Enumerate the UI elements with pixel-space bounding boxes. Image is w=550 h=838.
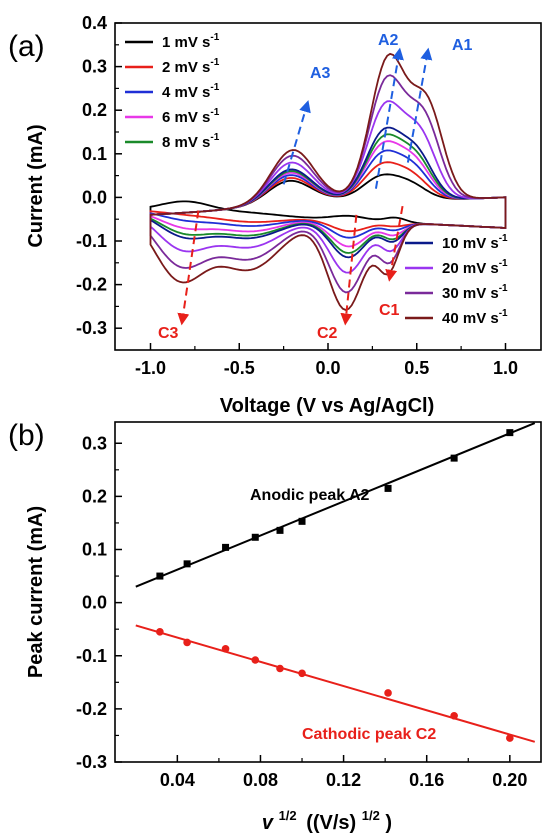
- y-tick-label-b-2: -0.1: [76, 646, 107, 666]
- data-point-cathodic-peak-c2: [384, 689, 392, 697]
- legend-label-6-mV-s: 6 mV s-1: [162, 107, 220, 126]
- y-tick-label-a-2: -0.1: [76, 231, 107, 251]
- legend-label-40-mV-s: 40 mV s-1: [442, 308, 508, 327]
- y-tick-label-a-1: -0.2: [76, 275, 107, 295]
- panel-b-x-axis-unit: ((V/s): [306, 812, 356, 834]
- y-tick-label-a-4: 0.1: [82, 144, 107, 164]
- y-tick-label-a-0: -0.3: [76, 318, 107, 338]
- y-tick-label-b-6: 0.3: [82, 433, 107, 453]
- data-point-anodic-peak-a2: [156, 572, 164, 580]
- anodic-arrow-A3: [282, 100, 311, 185]
- panel-b-x-axis-close: ): [385, 812, 392, 834]
- legend-label-20-mV-s: 20 mV s-1: [442, 258, 508, 277]
- y-tick-label-b-1: -0.2: [76, 699, 107, 719]
- x-tick-label-a-4: 1.0: [493, 358, 518, 378]
- series-label-anodic: Anodic peak A2: [250, 487, 370, 504]
- y-tick-label-a-5: 0.2: [82, 100, 107, 120]
- data-point-anodic-peak-a2: [298, 517, 306, 525]
- data-point-cathodic-peak-c2: [506, 734, 514, 742]
- data-point-anodic-peak-a2: [384, 484, 392, 492]
- panel-b-x-axis-symbol: v: [262, 812, 275, 834]
- panel-a-curves: [149, 52, 507, 311]
- data-point-cathodic-peak-c2: [276, 664, 284, 673]
- panel-b-peak-current-chart: (b) Peak current (mA) v 1/2 ((V/s) 1/2 )…: [8, 419, 542, 834]
- data-point-cathodic-peak-c2: [221, 645, 230, 653]
- panel-b-x-axis-unit-exponent: 1/2: [362, 808, 380, 823]
- x-tick-label-b-4: 0.20: [492, 770, 527, 790]
- cathodic-arrow-C1: [385, 205, 404, 282]
- panel-a-x-axis-label: Voltage (V vs Ag/AgCl): [220, 395, 434, 417]
- data-point-anodic-peak-a2: [276, 526, 284, 534]
- anodic-arrow-A2: [374, 47, 404, 189]
- fit-line-cathodic-peak-c2: [135, 624, 536, 743]
- anodic-label-A2: A2: [378, 32, 399, 49]
- panel-a-cv-chart: (a) Current (mA) Voltage (V vs Ag/AgCl) …: [8, 13, 542, 417]
- y-tick-label-b-3: 0.0: [82, 593, 107, 613]
- x-tick-label-a-3: 0.5: [404, 358, 429, 378]
- anodic-label-A1: A1: [452, 37, 473, 54]
- cathodic-arrow-C3: [177, 210, 200, 326]
- cathodic-arrow-C2: [340, 214, 358, 326]
- x-tick-label-b-0: 0.04: [160, 770, 195, 790]
- series-label-cathodic: Cathodic peak C2: [302, 726, 436, 743]
- anodic-arrow-A1: [406, 47, 433, 163]
- cathodic-label-C3: C3: [158, 325, 179, 342]
- data-point-anodic-peak-a2: [222, 543, 230, 551]
- fit-line-anodic-peak-a2: [135, 422, 536, 588]
- panel-b-plot: Anodic peak A2 Cathodic peak C2: [135, 422, 536, 743]
- legend-label-10-mV-s: 10 mV s-1: [442, 233, 508, 252]
- x-tick-label-b-1: 0.08: [243, 770, 278, 790]
- panel-b-letter: (b): [8, 419, 45, 452]
- y-tick-label-a-3: 0.0: [82, 187, 107, 207]
- cathodic-label-C2: C2: [317, 325, 338, 342]
- data-point-anodic-peak-a2: [251, 533, 259, 541]
- data-point-cathodic-peak-c2: [298, 669, 306, 678]
- panel-a-legend: 1 mV s-1 2 mV s-1 4 mV s-1 6 mV s-1 8 mV s-1…: [125, 32, 508, 327]
- cathodic-label-C1: C1: [379, 302, 400, 319]
- data-point-anodic-peak-a2: [183, 560, 191, 568]
- legend-label-1-mV-s: 1 mV s-1: [162, 32, 220, 51]
- y-tick-label-b-4: 0.1: [82, 540, 107, 560]
- panel-b-plot-frame: [114, 421, 542, 763]
- data-point-anodic-peak-a2: [506, 429, 514, 437]
- x-tick-label-b-3: 0.16: [409, 770, 444, 790]
- legend-label-2-mV-s: 2 mV s-1: [162, 57, 220, 76]
- y-tick-label-b-5: 0.2: [82, 486, 107, 506]
- data-point-cathodic-peak-c2: [251, 656, 260, 664]
- panel-a-ticks: -1.0 -0.5 0.0 0.5 1.0 -0.3 -0.2 -0.1 0.0 0.1 0.2 0.…: [76, 13, 518, 378]
- panel-a-letter: (a): [8, 30, 45, 63]
- panel-b-ticks: 0.04 0.08 0.12 0.16 0.20 -0.3 -0.2 -0.1 0.0 0.1 0.…: [76, 433, 527, 790]
- data-point-anodic-peak-a2: [450, 454, 458, 462]
- data-point-cathodic-peak-c2: [450, 711, 458, 720]
- legend-label-30-mV-s: 30 mV s-1: [442, 283, 508, 302]
- panel-b-y-axis-label: Peak current (mA): [25, 506, 47, 678]
- x-tick-label-b-2: 0.12: [326, 770, 361, 790]
- y-tick-label-a-7: 0.4: [82, 13, 107, 33]
- data-point-cathodic-peak-c2: [183, 638, 191, 647]
- panel-a-y-axis-label: Current (mA): [25, 124, 47, 247]
- panel-b-x-axis-label: v 1/2 ((V/s) 1/2 ): [262, 803, 392, 834]
- x-tick-label-a-0: -1.0: [135, 358, 166, 378]
- panel-a-peak-annotations: A1 A2 A3 C1 C2 C3: [158, 32, 473, 342]
- cv-curve-40-mV-s: [149, 52, 507, 311]
- y-tick-label-b-0: -0.3: [76, 752, 107, 772]
- y-tick-label-a-6: 0.3: [82, 57, 107, 77]
- legend-label-4-mV-s: 4 mV s-1: [162, 82, 220, 101]
- x-tick-label-a-2: 0.0: [315, 358, 340, 378]
- x-tick-label-a-1: -0.5: [224, 358, 255, 378]
- panel-b-x-axis-exponent: 1/2: [279, 808, 297, 823]
- cv-curve-6-mV-s: [149, 140, 507, 248]
- legend-label-8-mV-s: 8 mV s-1: [162, 132, 220, 151]
- data-point-cathodic-peak-c2: [156, 628, 164, 636]
- anodic-label-A3: A3: [310, 65, 331, 82]
